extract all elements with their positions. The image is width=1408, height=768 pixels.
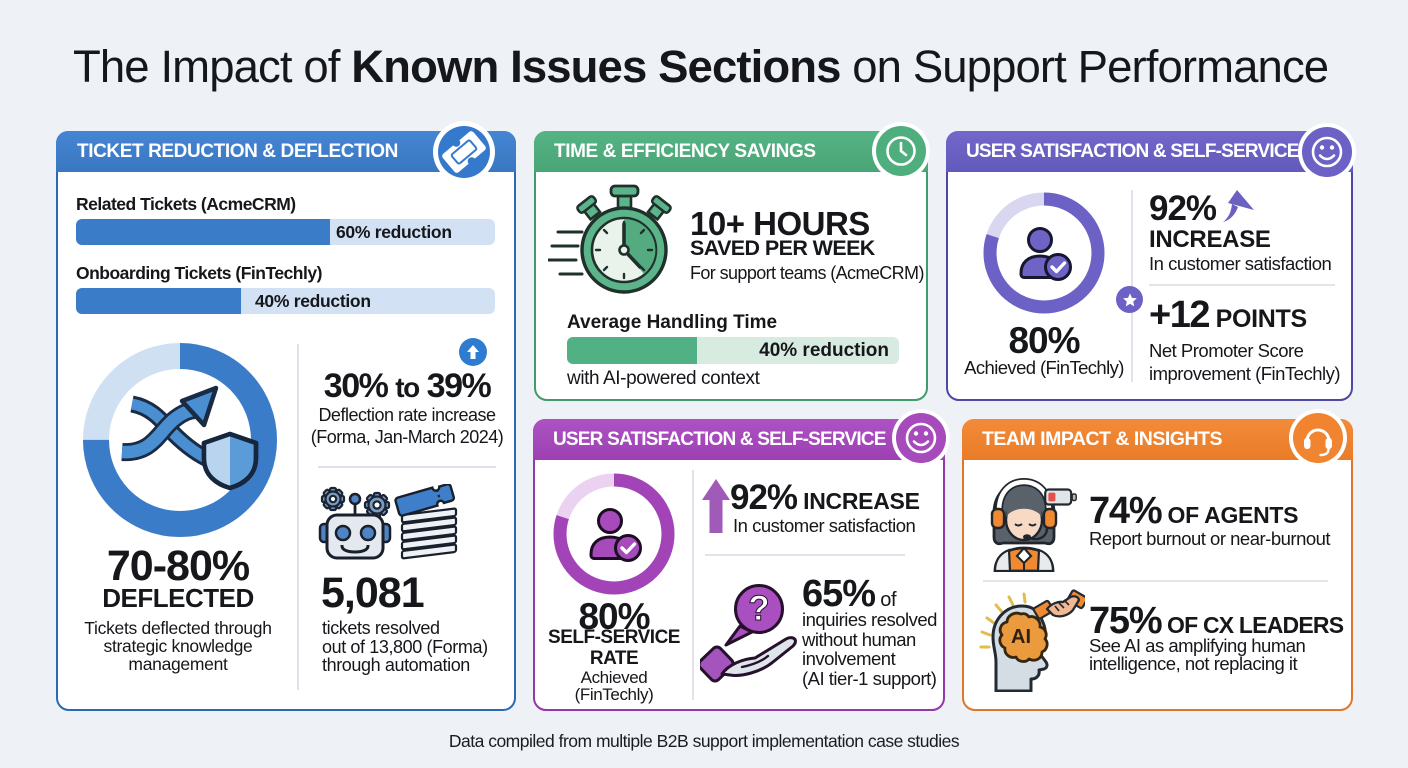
- svg-text:AI: AI: [1011, 626, 1031, 648]
- svg-text:?: ?: [748, 589, 769, 628]
